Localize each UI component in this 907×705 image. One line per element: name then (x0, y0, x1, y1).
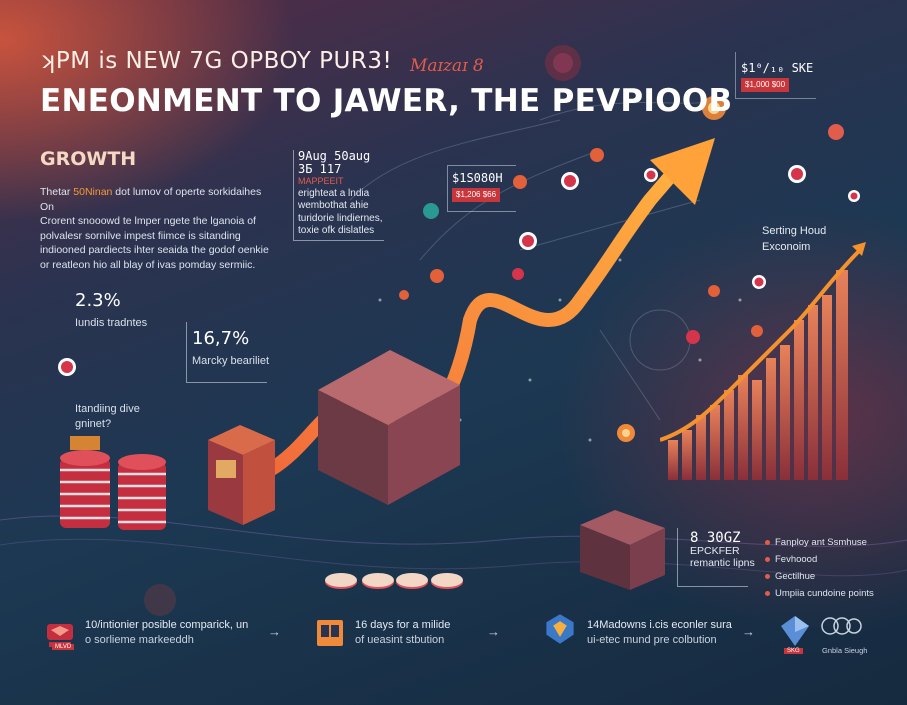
page-title: ENEONMENT TO JAWER, THE PEVPIOOB (40, 83, 733, 119)
callout-top-right-badge: $1,000 $00 (741, 77, 790, 92)
growth-heading: GROWTH (40, 148, 137, 170)
callout-top-center-bracket (293, 150, 384, 241)
footer-logo-label: Gnbla Sieugh (822, 646, 868, 655)
callout-value-2: ЗБ 117 (298, 161, 342, 176)
callout-mid: $1S080H $1,206 $66 (452, 172, 503, 202)
step-3-badge: SKG (784, 648, 803, 654)
stat-1-label: Iundis tradntes (75, 317, 148, 329)
arrow-right-icon: → (742, 624, 755, 639)
rings-logo-icon (821, 617, 862, 635)
callout-right-line2: Exconoim (762, 241, 811, 253)
shield-badge-icon (546, 614, 574, 644)
callout-top-right-bracket (735, 52, 816, 99)
device-panel-icon (317, 620, 343, 646)
growth-body-line: indiooned pardiects ihter seaida the god… (40, 244, 269, 256)
stat-2-label: Marcky beariliet (192, 355, 270, 367)
callout-top-right: $1⁰/₁₀ SKE $1,000 $00 (741, 62, 813, 92)
callout-bottom-right-bracket (677, 528, 748, 587)
bullet-item: Gectilhue (765, 571, 874, 582)
bullet-item: Fanploy ant Ssmhuse (765, 537, 874, 548)
callout-top-right-value: $1⁰/₁₀ SKE (741, 61, 814, 75)
growth-body: Thetar 50Ninan dot lumov of operte sorki… (40, 185, 270, 272)
callout-line: turidorie lindiernes, (298, 212, 383, 224)
callout-bottom-right-line2: remantic lipns (690, 557, 755, 569)
process-step-3-line2: ui-etec mund pre colbution (587, 634, 717, 646)
bullet-dot-icon (765, 574, 770, 579)
callout-bottom-right-line1: EPCKFER (690, 544, 740, 557)
callout-mid-bracket (447, 165, 516, 212)
stat-2-bracket (186, 322, 267, 383)
callout-line: toxie ofk dislatles (298, 225, 375, 236)
bullet-dot-icon (765, 557, 770, 562)
step-1-badge: MLVD (52, 644, 75, 650)
callout-value: 9Aug 50aug (298, 149, 371, 163)
bullet-list: Fanploy ant Ssmhuse Fevhoood Gectilhue U… (765, 537, 874, 605)
callout-line: wembothat ahie (298, 200, 369, 211)
stat-2: 16,7% Marcky beariliet (192, 328, 269, 367)
trading-note-line2: gninet? (75, 418, 112, 430)
headline: ʞPM is NEW 7G OPBOY PUR3! (40, 48, 393, 74)
process-step-1-line1: 10/intionier posible comparick, un (85, 619, 249, 631)
bullet-dot-icon (765, 540, 770, 545)
process-step-2-line1: 16 days for a milide (355, 619, 451, 631)
stat-1-value: 2.3% (75, 290, 121, 311)
bullet-item: Umpiia cundoine points (765, 588, 874, 599)
arrow-right-icon: → (487, 624, 500, 639)
callout-bottom-right: 8 30GZ EPCKFER remantic lipns (690, 530, 755, 570)
cube-logo-icon (781, 616, 809, 646)
growth-body-line: polvalesr sornilve impest fiimce is sita… (40, 229, 241, 242)
callout-mid-value: $1S080H (452, 171, 503, 185)
headline-script-text: Maɪzaɪ 8 (410, 56, 484, 76)
trading-note-line1: Itandiing dive (75, 403, 140, 415)
process-step-1-line2: o sorlieme markeeddh (85, 634, 194, 646)
process-step-2-line2: of ueasint stbution (355, 634, 445, 646)
callout-tag: MAPPEEIT (298, 176, 344, 186)
callout-right: Serting Houd Exconoim (762, 223, 826, 255)
process-step-3-line1: 14Madowns i.cis econler sura (587, 619, 732, 631)
growth-body-line: Crorent snooowd te lmper ngete the lgano… (40, 215, 256, 227)
growth-body-line: Thetar 50Ninan dot lumov of operte sorki… (40, 186, 262, 213)
stat-2-value: 16,7% (192, 328, 250, 349)
callout-line: erighteat a lndia (298, 187, 370, 199)
bullet-item: Fevhoood (765, 554, 874, 565)
callout-right-line1: Serting Houd (762, 225, 827, 237)
trading-note: Itandiing dive gninet? (75, 402, 140, 432)
callout-bottom-right-value: 8 30GZ (690, 530, 741, 546)
arrow-right-icon: → (268, 624, 281, 639)
bar-chart-illustration (660, 242, 866, 480)
process-step-3: 14Madowns i.cis econler sura ui-etec mun… (543, 612, 732, 648)
process-step-1: 10/intionier posible comparick, un o sor… (45, 618, 248, 648)
bullet-dot-icon (765, 591, 770, 596)
growth-body-line: or reatleon hio all blay of ivas pomday … (40, 258, 256, 271)
callout-mid-badge: $1,206 $66 (452, 187, 501, 202)
process-step-2: 16 days for a milide of ueasint stbution (315, 618, 450, 648)
callout-top-center: 9Aug 50aug ЗБ 117 MAPPEEIT erighteat a l… (298, 150, 383, 238)
stat-1: 2.3% Iundis tradntes (75, 290, 147, 329)
